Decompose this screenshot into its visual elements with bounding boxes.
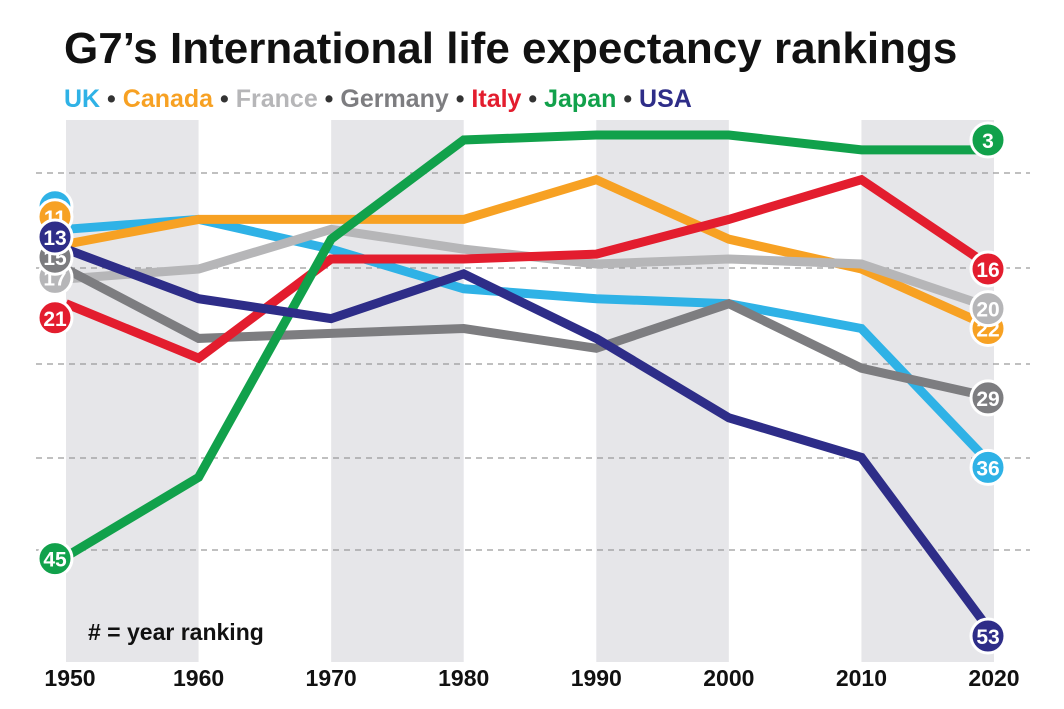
end-badge-italy-label: 16 [976,259,999,282]
legend-item-france: France [236,85,318,113]
band-1990 [596,120,729,662]
end-badge-germany-label: 29 [976,388,999,411]
end-badge-germany-circle [969,379,1007,417]
legend-separator: • [616,85,639,113]
start-badge-japan-label: 45 [43,549,67,572]
chart-title: G7’s International life expectancy ranki… [64,24,957,73]
annotation-text: # = year ranking [88,619,264,645]
x-tick-2020: 2020 [968,665,1019,691]
end-badge-usa-circle [969,617,1007,655]
legend-separator: • [449,85,472,113]
end-badge-france-label: 20 [976,299,999,322]
end-badge-uk-label: 36 [976,457,999,480]
legend-item-germany: Germany [340,85,448,113]
start-badge-italy-label: 21 [43,308,67,331]
x-axis-ticks: 1950 1960 1970 1980 1990 2000 2010 2020 [44,665,1019,691]
legend-item-japan: Japan [544,85,616,113]
legend-separator: • [213,85,236,113]
end-badge-japan-circle [969,121,1007,159]
band-1970 [331,120,464,662]
rank-badges: 103611221720152921164531353 [36,121,1007,655]
end-badge-france-circle [969,290,1007,328]
x-tick-1970: 1970 [306,665,357,691]
x-tick-1950: 1950 [44,665,95,691]
legend-separator: • [100,85,123,113]
end-badge-uk-circle [969,448,1007,486]
start-badge-japan-circle [36,540,74,578]
series-line-uk [65,214,998,471]
legend-item-canada: Canada [123,85,214,113]
legend-item-usa: USA [639,85,692,113]
end-badge-japan-label: 3 [982,130,994,153]
x-tick-1990: 1990 [571,665,622,691]
series-line-japan [63,130,994,561]
legend-item-uk: UK [64,85,100,113]
series-lines [63,130,998,639]
legend-separator: • [521,85,544,113]
legend-item-italy: Italy [471,85,521,113]
start-badge-italy-circle [36,299,74,337]
series-line-usa [64,244,998,639]
start-badge-usa-label: 13 [43,227,66,250]
x-tick-2010: 2010 [836,665,887,691]
x-tick-1960: 1960 [173,665,224,691]
end-badge-usa-label: 53 [976,626,999,649]
start-badge-usa-circle [36,218,74,256]
background-bands [66,120,994,662]
legend: UK • Canada • France • Germany • Italy •… [64,85,692,113]
x-tick-1980: 1980 [438,665,489,691]
legend-separator: • [318,85,341,113]
series-line-italy [64,174,997,364]
x-tick-2000: 2000 [703,665,754,691]
series-line-germany [63,265,995,403]
band-1950 [66,120,199,662]
end-badge-italy-circle [969,250,1007,288]
